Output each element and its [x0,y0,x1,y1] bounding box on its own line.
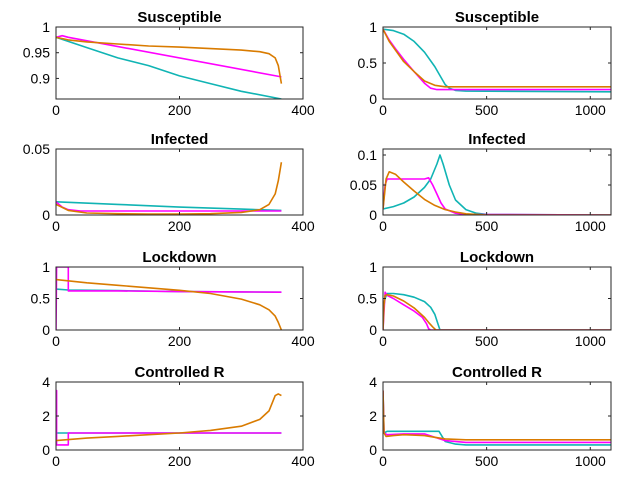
series-line-2 [383,177,611,215]
x-tick-label: 0 [379,333,387,349]
axes-box [382,26,612,100]
series-line-1 [383,390,611,446]
series-line-3 [383,171,611,215]
y-tick-label: 1 [369,19,377,35]
x-tick-label: 200 [168,453,192,469]
y-tick-label: 0.1 [358,147,378,163]
x-tick-label: 500 [475,453,499,469]
subplot-3: 0 200 400 0.05 0 Infected [23,131,315,234]
series-line-3 [383,293,611,330]
series-line-3 [56,162,283,215]
y-tick-label: 0 [42,207,50,223]
series-line-1 [56,36,282,99]
x-tick-label: 1000 [575,218,606,234]
y-tick-label: 0.5 [31,291,51,307]
axes-box [55,148,304,216]
x-tick-label: 1000 [575,333,606,349]
subplot-2: 0 500 1000 1 0.5 0 Susceptible [358,9,612,118]
subplot-title: Infected [151,131,209,148]
x-tick-label: 200 [168,218,192,234]
axes-box [55,26,304,100]
axes-box [55,266,304,331]
series-line-3 [56,36,283,84]
x-tick-label: 0 [52,102,60,118]
series-line-2 [383,28,611,91]
series-line-3 [56,393,282,442]
y-tick-label: 0 [369,91,377,107]
x-tick-label: 400 [291,218,315,234]
y-tick-label: 0 [42,322,50,338]
series-line-1 [383,154,611,215]
y-tick-label: 0 [369,322,377,338]
x-tick-label: 400 [291,453,315,469]
x-tick-label: 0 [379,102,387,118]
x-tick-label: 0 [379,453,387,469]
subplot-6: 0 500 1000 1 0.5 0 Lockdown [358,249,612,349]
y-tick-label: 2 [369,408,377,424]
x-tick-label: 500 [475,333,499,349]
x-tick-label: 400 [291,102,315,118]
x-tick-label: 0 [379,218,387,234]
series-line-3 [56,278,283,330]
subplot-title: Lockdown [142,249,216,266]
y-tick-label: 0.5 [358,291,378,307]
series-line-2 [56,389,282,446]
series-line-1 [56,201,282,212]
x-tick-label: 400 [291,333,315,349]
subplot-title: Infected [468,131,526,148]
axes-box [382,148,612,216]
y-tick-label: 0 [369,442,377,458]
x-tick-label: 0 [52,453,60,469]
y-tick-label: 2 [42,408,50,424]
subplot-title: Susceptible [455,9,539,26]
series-line-2 [56,34,282,78]
series-line-2 [56,267,282,330]
x-tick-label: 0 [52,218,60,234]
y-tick-label: 0.9 [31,70,51,86]
subplot-title: Controlled R [135,364,225,381]
subplot-7: 0 200 400 4 2 0 Controlled R [42,364,315,469]
subplot-title: Susceptible [137,9,221,26]
series-line-3 [383,28,611,88]
subplot-title: Lockdown [460,249,534,266]
y-tick-label: 0.05 [350,177,377,193]
y-tick-label: 0 [369,207,377,223]
x-tick-label: 200 [168,333,192,349]
x-tick-label: 500 [475,218,499,234]
axes-box [55,381,304,451]
y-tick-label: 0 [42,442,50,458]
x-tick-label: 1000 [575,453,606,469]
y-tick-label: 1 [42,259,50,275]
series-line-1 [383,28,611,93]
y-tick-label: 4 [369,374,377,390]
subplot-8: 0 500 1000 4 2 0 Controlled R [369,364,612,469]
y-tick-label: 1 [369,259,377,275]
subplot-1: 0 200 400 1 0.95 0.9 Susceptible [23,9,315,118]
subplot-5: 0 200 400 1 0.5 0 Lockdown [31,249,315,349]
x-tick-label: 500 [475,102,499,118]
x-tick-label: 0 [52,333,60,349]
subplot-4: 0 500 1000 0.1 0.05 0 Infected [350,131,612,234]
y-tick-label: 0.05 [23,141,50,157]
y-tick-label: 1 [42,19,50,35]
x-tick-label: 200 [168,102,192,118]
series-line-3 [383,390,611,441]
y-tick-label: 4 [42,374,50,390]
subplot-title: Controlled R [452,364,542,381]
y-tick-label: 0.95 [23,45,50,61]
y-tick-label: 0.5 [358,55,378,71]
x-tick-label: 1000 [575,102,606,118]
